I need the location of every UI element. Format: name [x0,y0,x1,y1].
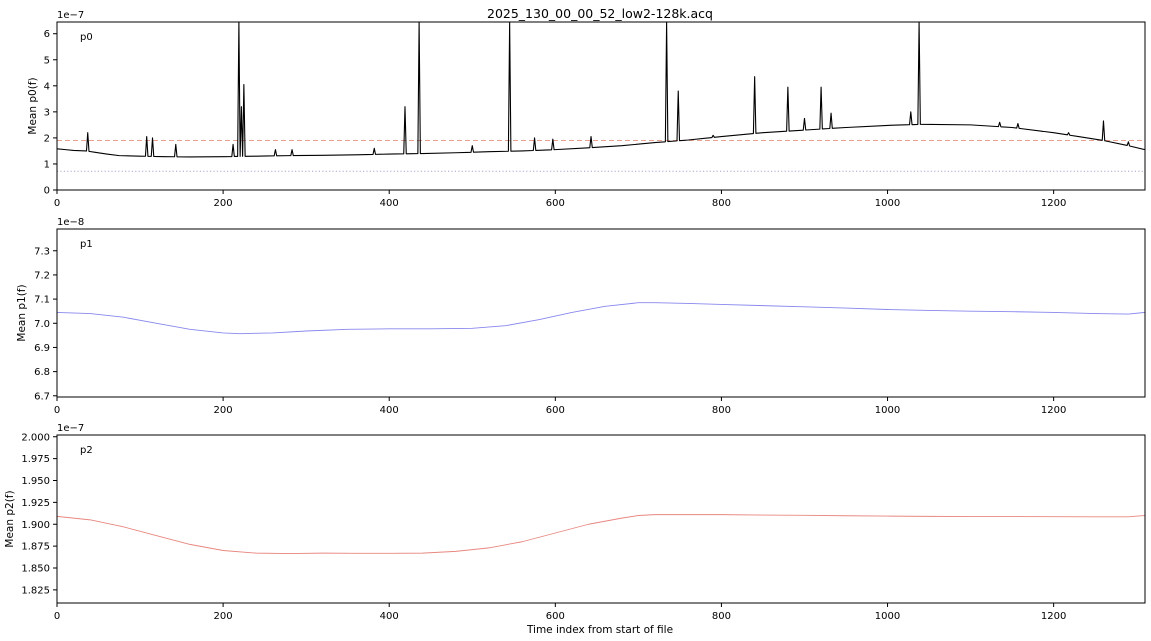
y-tick-label: 3 [44,107,50,118]
y-tick-label: 1.900 [21,520,50,531]
x-tick-label: 1000 [875,611,900,622]
x-tick-label: 800 [712,198,731,209]
x-tick-label: 400 [380,611,399,622]
y-tick-label: 2.000 [21,432,50,443]
panel-p1: 0 200 400 600 800 1000 1200 6.7 6.8 6.9 7.0 7.1 7.2 7… [16,217,1146,416]
series-line-p0 [57,22,1145,158]
axis-offset-text: 1e−7 [57,423,84,434]
x-tick-label: 800 [712,611,731,622]
figure-title: 2025_130_00_00_52_low2-128k.acq [487,6,713,21]
y-tick-label: 0 [44,186,50,197]
y-tick-label: 1.975 [21,454,50,465]
y-tick-label: 7.2 [34,270,50,281]
x-tick-label: 0 [54,405,60,416]
y-axis-label: Mean p0(f) [27,77,39,134]
panel-p2: 0 200 400 600 800 1000 1200 1.825 1.850 1.875 1.90… [4,423,1146,622]
y-tick-label: 6 [44,29,50,40]
y-tick-label: 1.825 [21,585,50,596]
x-tick-label: 1200 [1041,405,1066,416]
x-tick-label: 400 [380,198,399,209]
y-axis-label: Mean p1(f) [16,284,28,341]
y-tick-label: 2 [44,133,50,144]
x-tick-label: 200 [214,611,233,622]
x-tick-label: 0 [54,611,60,622]
x-tick-label: 0 [54,198,60,209]
x-tick-label: 600 [546,198,565,209]
y-tick-label: 1.850 [21,564,50,575]
x-tick-label: 1200 [1041,198,1066,209]
panel-label: p1 [80,239,93,250]
axis-offset-text: 1e−7 [57,10,84,21]
y-tick-label: 6.9 [34,343,50,354]
plot-frame [56,434,1146,604]
panel-p0: 0 200 400 600 800 1000 1200 0 1 2 3 4 5 6 1e−7 p0 Mean p… [27,10,1146,209]
panel-label: p0 [80,32,93,43]
y-tick-label: 1.950 [21,476,50,487]
y-tick-label: 7.0 [34,319,50,330]
panel-label: p2 [80,445,93,456]
y-tick-label: 1.875 [21,542,50,553]
y-tick-label: 1.925 [21,498,50,509]
y-tick-label: 4 [44,81,50,92]
x-tick-label: 200 [214,198,233,209]
y-tick-label: 7.1 [34,295,50,306]
x-tick-label: 400 [380,405,399,416]
x-tick-label: 600 [546,405,565,416]
x-tick-label: 1000 [875,198,900,209]
y-axis-label: Mean p2(f) [4,490,16,547]
y-tick-label: 6.7 [34,391,50,402]
x-tick-label: 1000 [875,405,900,416]
y-tick-label: 5 [44,55,50,66]
x-tick-label: 1200 [1041,611,1066,622]
plot-frame [56,21,1146,191]
y-tick-label: 6.8 [34,367,50,378]
y-tick-label: 1 [44,159,50,170]
x-tick-label: 600 [546,611,565,622]
series-line-p2 [57,514,1145,555]
plot-frame [56,228,1146,398]
x-tick-label: 800 [712,405,731,416]
y-tick-label: 7.3 [34,246,50,257]
axis-offset-text: 1e−8 [57,217,84,228]
x-axis-label: Time index from start of file [526,624,673,636]
series-line-p1 [57,302,1145,335]
x-tick-label: 200 [214,405,233,416]
